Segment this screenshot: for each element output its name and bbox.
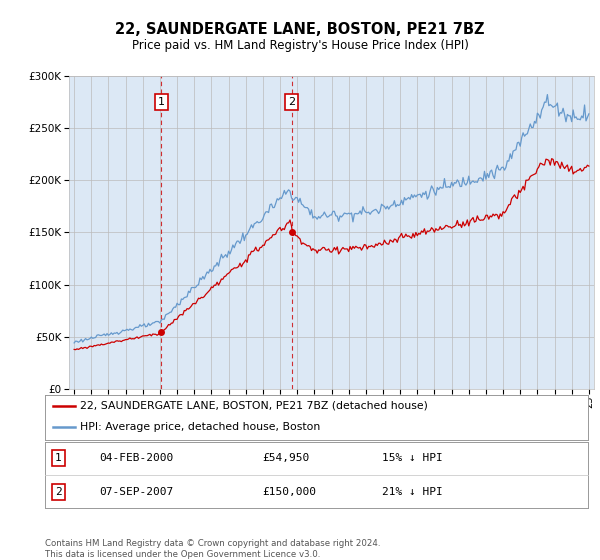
Text: 21% ↓ HPI: 21% ↓ HPI bbox=[382, 487, 442, 497]
Text: Contains HM Land Registry data © Crown copyright and database right 2024.
This d: Contains HM Land Registry data © Crown c… bbox=[45, 539, 380, 559]
Text: 2: 2 bbox=[288, 97, 295, 107]
Text: 22, SAUNDERGATE LANE, BOSTON, PE21 7BZ (detached house): 22, SAUNDERGATE LANE, BOSTON, PE21 7BZ (… bbox=[80, 401, 428, 411]
Text: Price paid vs. HM Land Registry's House Price Index (HPI): Price paid vs. HM Land Registry's House … bbox=[131, 39, 469, 52]
Text: 1: 1 bbox=[158, 97, 165, 107]
Text: 15% ↓ HPI: 15% ↓ HPI bbox=[382, 454, 442, 463]
Text: £54,950: £54,950 bbox=[262, 454, 310, 463]
Text: HPI: Average price, detached house, Boston: HPI: Average price, detached house, Bost… bbox=[80, 422, 320, 432]
Text: 1: 1 bbox=[55, 454, 62, 463]
Point bbox=[287, 228, 296, 237]
Text: 22, SAUNDERGATE LANE, BOSTON, PE21 7BZ: 22, SAUNDERGATE LANE, BOSTON, PE21 7BZ bbox=[115, 22, 485, 38]
Text: 04-FEB-2000: 04-FEB-2000 bbox=[100, 454, 173, 463]
Point bbox=[157, 327, 166, 336]
Text: £150,000: £150,000 bbox=[262, 487, 316, 497]
Text: 2: 2 bbox=[55, 487, 62, 497]
Text: 07-SEP-2007: 07-SEP-2007 bbox=[100, 487, 173, 497]
